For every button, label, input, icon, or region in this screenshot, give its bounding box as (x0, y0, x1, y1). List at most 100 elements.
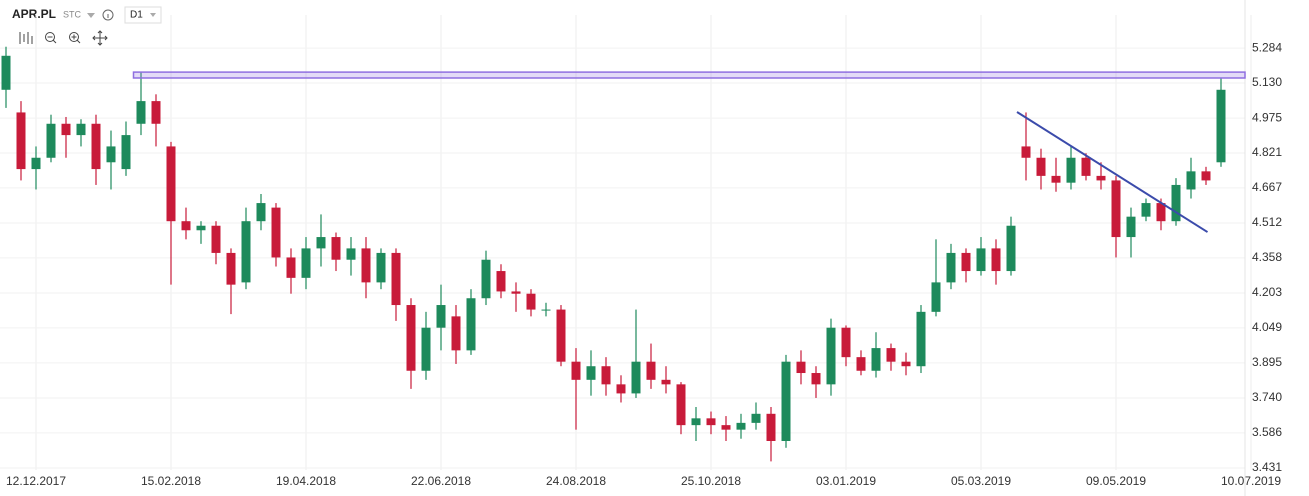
candle-body (286, 257, 296, 278)
candle-body (331, 237, 341, 260)
zoom-in-icon[interactable] (69, 32, 79, 42)
trendline (1016, 111, 1209, 233)
candle-body (901, 361, 911, 367)
candle-body (226, 252, 236, 285)
candle-body (466, 298, 476, 351)
candle-body (256, 203, 266, 222)
y-tick-label: 4.667 (1252, 180, 1282, 194)
candle-body (1081, 157, 1091, 176)
candle-body (211, 225, 221, 253)
candle-body (931, 282, 941, 312)
candle-body (1186, 171, 1196, 190)
candle-body (61, 123, 71, 136)
x-tick-label: 15.02.2018 (141, 474, 201, 488)
candle-body (991, 248, 1001, 272)
candle-body (946, 252, 956, 283)
candle-body (496, 271, 506, 292)
candle-body (676, 384, 686, 426)
candle-body (511, 291, 521, 294)
y-tick-label: 4.203 (1252, 285, 1282, 299)
resistance-band (132, 71, 1246, 79)
candle-body (421, 327, 431, 371)
candle-body (526, 293, 536, 310)
y-tick-label: 3.895 (1252, 355, 1282, 369)
dropdown-arrow[interactable] (87, 13, 95, 18)
candle-body (76, 123, 86, 136)
candle-body (826, 327, 836, 385)
candle-body (376, 252, 386, 283)
candle-body (346, 248, 356, 260)
candle-body (796, 361, 806, 374)
y-tick-label: 5.130 (1252, 75, 1282, 89)
candle-body (271, 207, 281, 258)
candle-body (631, 361, 641, 394)
candle-body (586, 366, 596, 380)
candle-body (541, 309, 551, 311)
x-tick-label: 25.10.2018 (681, 474, 741, 488)
y-tick-label: 5.284 (1252, 40, 1282, 54)
candle-body (481, 259, 491, 299)
candle-body (151, 101, 161, 124)
x-tick-label: 05.03.2019 (951, 474, 1011, 488)
x-tick-label: 03.01.2019 (816, 474, 876, 488)
y-tick-label: 3.586 (1252, 425, 1282, 439)
candle-body (361, 248, 371, 283)
y-tick-label: 4.358 (1252, 250, 1282, 264)
candle-body (736, 422, 746, 430)
candle-body (811, 373, 821, 385)
candle-body (316, 237, 326, 249)
candle-body (46, 123, 56, 158)
candle-body (406, 305, 416, 371)
candle-body (1111, 180, 1121, 238)
candle-body (916, 311, 926, 367)
candle-body (961, 252, 971, 272)
candle-body (646, 361, 656, 380)
candle-body (91, 123, 101, 170)
candle-body (106, 146, 116, 163)
candle-body (31, 157, 41, 170)
candle-body (571, 361, 581, 380)
candle-body (661, 379, 671, 385)
interval-arrow (150, 13, 156, 17)
candle-body (16, 112, 26, 170)
candle-body (1036, 157, 1046, 176)
symbol[interactable]: APR.PL (12, 7, 56, 21)
candle-body (616, 384, 626, 394)
zoom-out-icon[interactable] (45, 32, 55, 42)
x-tick-label: 09.05.2019 (1086, 474, 1146, 488)
x-tick-label: 12.12.2017 (6, 474, 66, 488)
candle-body (856, 357, 866, 371)
grid (0, 15, 1252, 470)
candle-body (706, 418, 716, 426)
candle-body (1171, 184, 1181, 222)
x-tick-label: 19.04.2018 (276, 474, 336, 488)
y-tick-label: 4.049 (1252, 320, 1282, 334)
interval[interactable]: D1 (130, 10, 143, 21)
x-tick-label: 24.08.2018 (546, 474, 606, 488)
candle-body (601, 366, 611, 385)
candle-body (1096, 175, 1106, 181)
candle-body (886, 348, 896, 362)
candle-body (691, 418, 701, 426)
candle-body (976, 248, 986, 272)
x-tick-label: 22.06.2018 (411, 474, 471, 488)
candle-body (556, 309, 566, 362)
candle-body (1006, 225, 1016, 272)
candle-body (451, 316, 461, 351)
y-tick-label: 4.975 (1252, 110, 1282, 124)
candle-body (1051, 175, 1061, 183)
candle-body (871, 348, 881, 371)
interval-box[interactable] (124, 6, 162, 24)
market: STC (63, 9, 82, 19)
pan-icon[interactable] (92, 30, 108, 46)
candle-body (241, 221, 251, 283)
candle-body (721, 425, 731, 430)
candles-icon[interactable] (19, 32, 33, 44)
candle-body (781, 361, 791, 441)
y-tick-label: 4.821 (1252, 145, 1282, 159)
candle-body (121, 135, 131, 170)
info-icon[interactable] (102, 9, 114, 21)
candle-body (391, 252, 401, 306)
